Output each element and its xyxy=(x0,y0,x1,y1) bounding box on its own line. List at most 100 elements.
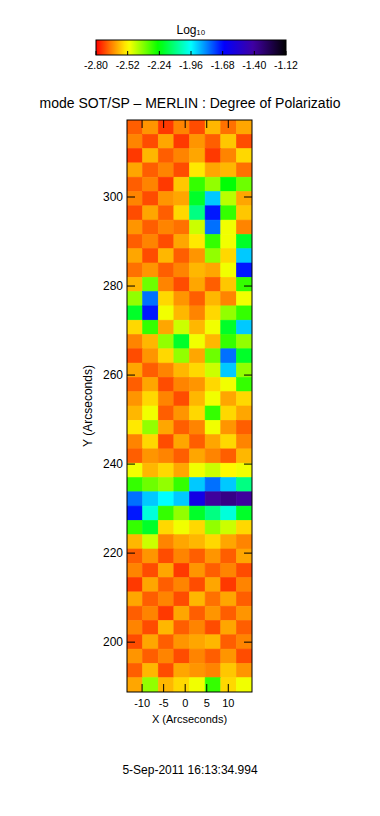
cell xyxy=(158,163,174,177)
cell xyxy=(158,149,174,163)
cell xyxy=(174,120,190,134)
cell xyxy=(127,320,143,334)
cell xyxy=(221,306,237,320)
cell xyxy=(221,663,237,677)
cell xyxy=(205,177,221,191)
cell xyxy=(158,649,174,663)
y-tick xyxy=(127,464,135,465)
cell xyxy=(221,320,237,334)
cell xyxy=(190,463,206,477)
cell xyxy=(221,277,237,291)
cell xyxy=(190,478,206,492)
chart: -10-50510200220240260280300X (Arcseconds… xyxy=(0,0,380,816)
cells xyxy=(127,120,252,692)
x-tick xyxy=(185,120,186,128)
cell xyxy=(190,120,206,134)
cell xyxy=(221,220,237,234)
y-tick xyxy=(127,553,135,554)
cell xyxy=(158,492,174,506)
cell xyxy=(221,506,237,520)
cell xyxy=(190,149,206,163)
y-tick xyxy=(244,375,252,376)
cell xyxy=(205,149,221,163)
cell xyxy=(158,292,174,306)
cell xyxy=(158,663,174,677)
cell xyxy=(174,406,190,420)
cell xyxy=(190,420,206,434)
cell xyxy=(158,277,174,291)
cell xyxy=(205,192,221,206)
cell xyxy=(190,277,206,291)
cell xyxy=(236,134,252,148)
cell xyxy=(205,220,221,234)
y-tick xyxy=(244,642,252,643)
cell xyxy=(127,592,143,606)
cell xyxy=(236,377,252,391)
cell xyxy=(143,335,159,349)
cell xyxy=(158,349,174,363)
cell xyxy=(205,520,221,534)
cell xyxy=(143,606,159,620)
cell xyxy=(158,506,174,520)
cell xyxy=(127,449,143,463)
cell xyxy=(143,506,159,520)
cell xyxy=(174,435,190,449)
cell xyxy=(221,563,237,577)
cell xyxy=(221,234,237,248)
cell xyxy=(174,563,190,577)
cell xyxy=(236,449,252,463)
cell xyxy=(221,535,237,549)
cell xyxy=(127,306,143,320)
cell xyxy=(127,478,143,492)
cell xyxy=(158,435,174,449)
cell xyxy=(158,177,174,191)
cell xyxy=(190,134,206,148)
cell xyxy=(143,435,159,449)
cell xyxy=(205,592,221,606)
cell xyxy=(127,149,143,163)
cell xyxy=(190,406,206,420)
cell xyxy=(190,320,206,334)
cell xyxy=(190,206,206,220)
cell xyxy=(143,678,159,692)
cell xyxy=(174,277,190,291)
cell xyxy=(236,578,252,592)
cell xyxy=(205,306,221,320)
cell xyxy=(158,478,174,492)
cell xyxy=(143,134,159,148)
cell xyxy=(190,435,206,449)
cell xyxy=(236,606,252,620)
colorbar-tick xyxy=(96,51,97,55)
cell xyxy=(205,249,221,263)
x-tick-label: -5 xyxy=(159,697,169,709)
cell xyxy=(158,263,174,277)
cell xyxy=(190,535,206,549)
cell xyxy=(143,163,159,177)
y-tick-label: 220 xyxy=(103,546,123,560)
cell xyxy=(127,220,143,234)
cell xyxy=(205,234,221,248)
x-tick-label: -10 xyxy=(134,697,150,709)
cell xyxy=(143,563,159,577)
cell xyxy=(174,635,190,649)
cell xyxy=(236,649,252,663)
cell xyxy=(190,363,206,377)
cell xyxy=(236,535,252,549)
cell xyxy=(205,649,221,663)
cell xyxy=(205,621,221,635)
cell xyxy=(143,578,159,592)
cell xyxy=(190,234,206,248)
cell xyxy=(127,549,143,563)
colorbar-tick xyxy=(286,51,287,55)
cell xyxy=(190,335,206,349)
cell xyxy=(205,463,221,477)
cell xyxy=(143,177,159,191)
cell xyxy=(143,263,159,277)
cell xyxy=(221,578,237,592)
cell xyxy=(190,163,206,177)
cell xyxy=(158,449,174,463)
cell xyxy=(174,134,190,148)
cell xyxy=(190,192,206,206)
cell xyxy=(205,549,221,563)
y-tick xyxy=(244,553,252,554)
